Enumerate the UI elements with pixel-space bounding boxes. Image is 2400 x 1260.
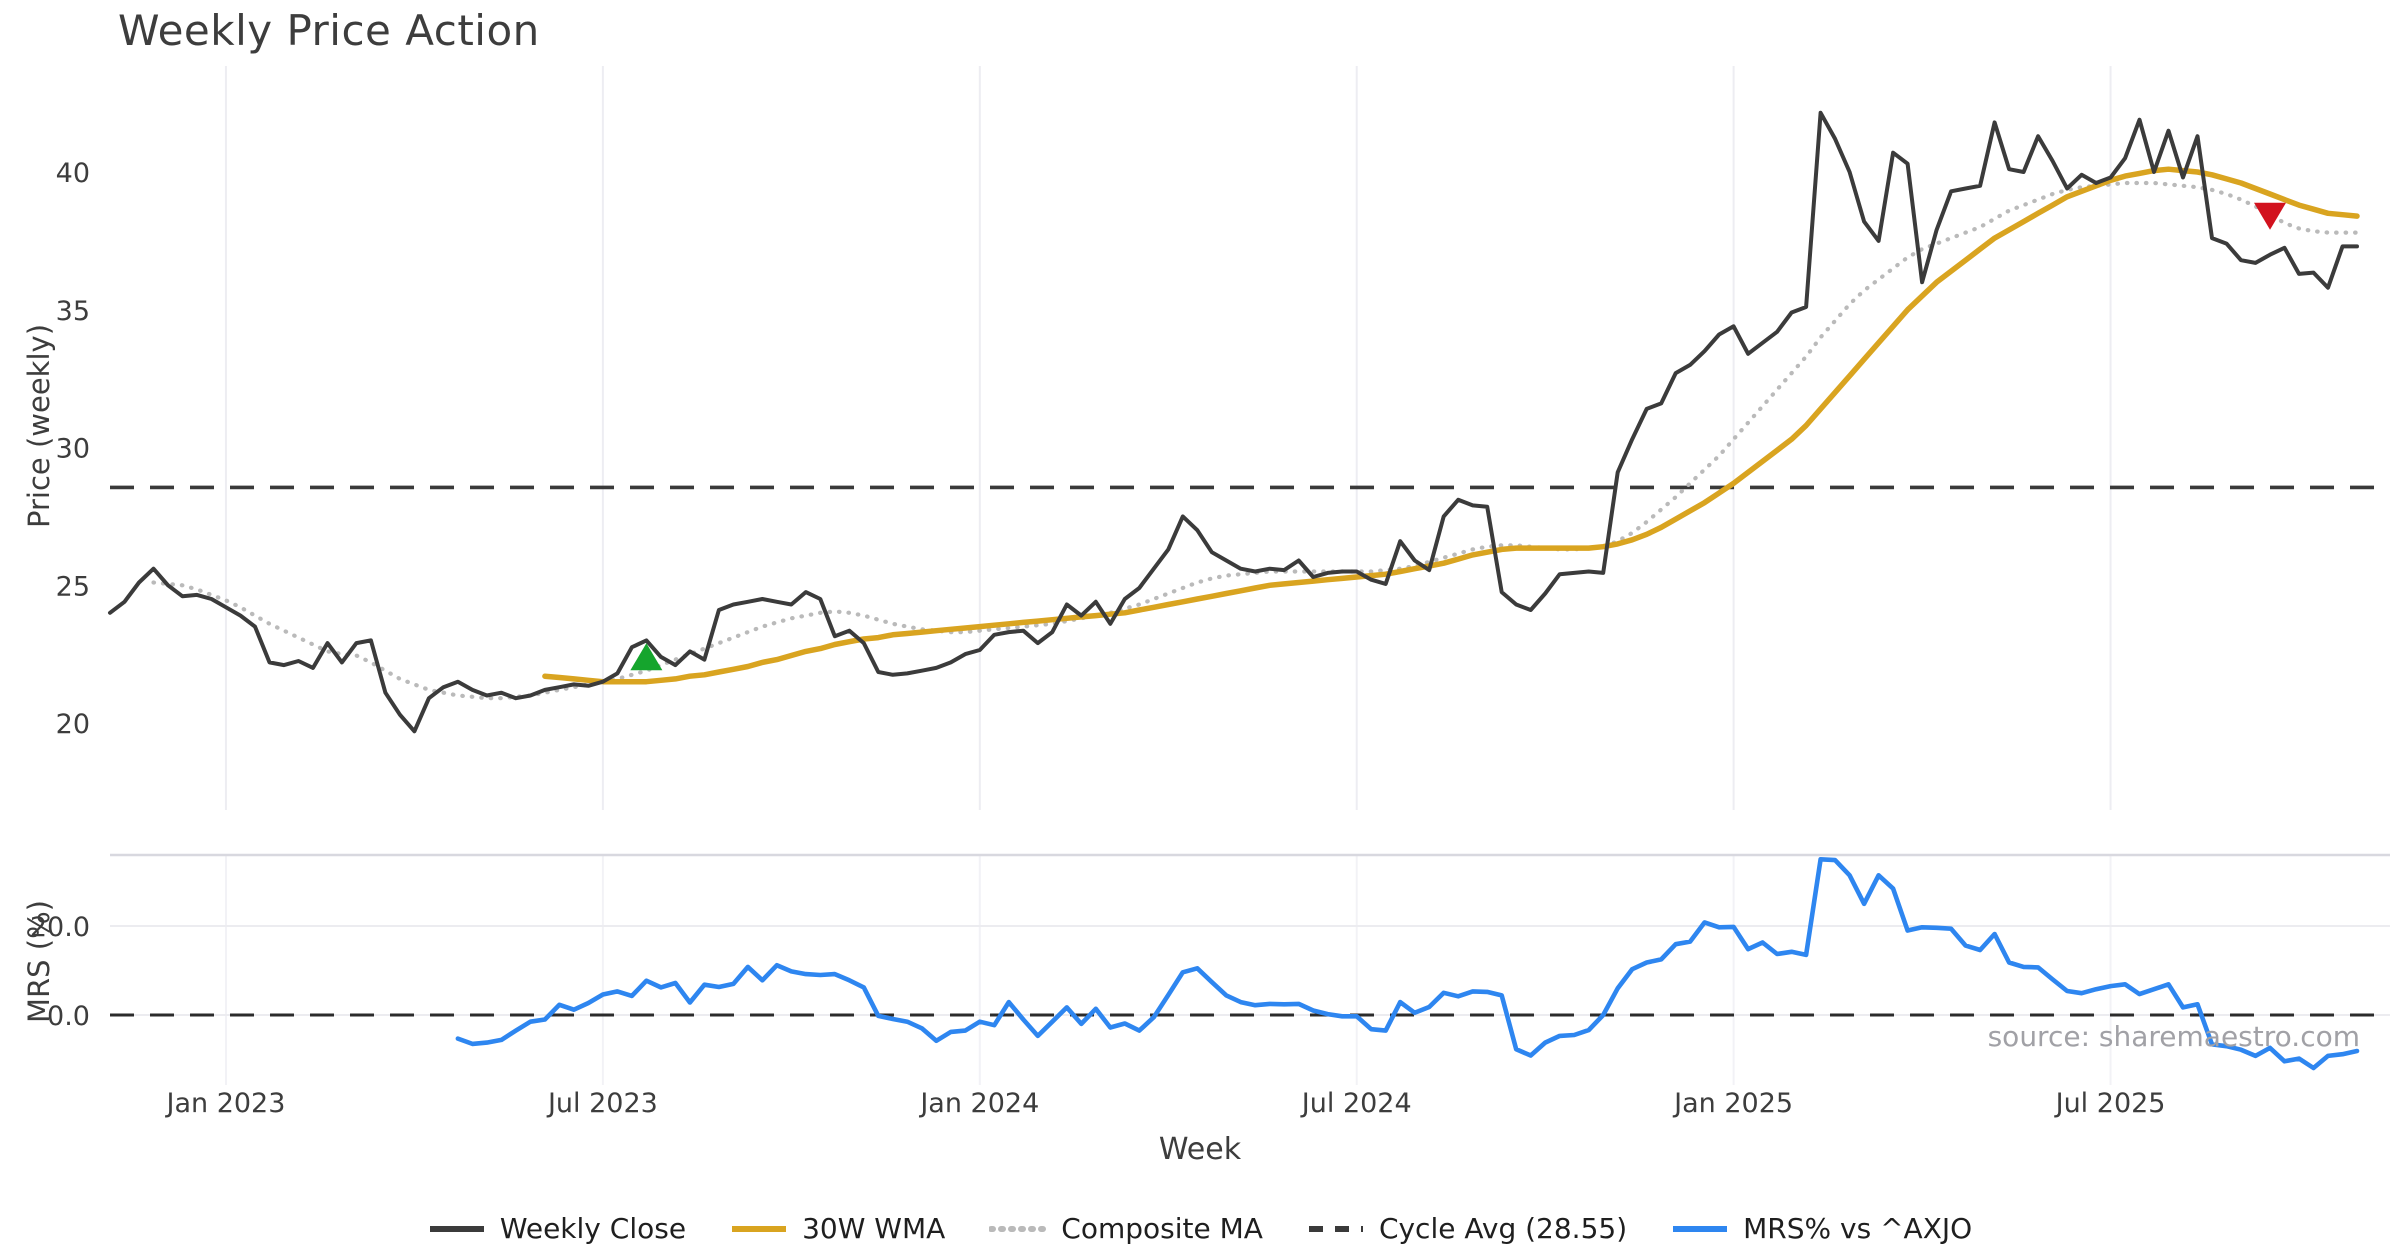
legend-item-composite-ma: Composite MA bbox=[989, 1212, 1263, 1245]
legend-label: Composite MA bbox=[1061, 1212, 1263, 1245]
composite-ma-line bbox=[151, 180, 2360, 701]
chart-legend: Weekly Close 30W WMA Composite MA Cycle Avg… bbox=[0, 1212, 2400, 1245]
legend-label: Weekly Close bbox=[499, 1212, 687, 1245]
legend-label: MRS% vs ^AXJO bbox=[1743, 1212, 1973, 1245]
price-axis-label: Price (weekly) bbox=[22, 323, 56, 528]
x-tick-label: Jan 2025 bbox=[1672, 1088, 1793, 1119]
x-tick-label: Jan 2023 bbox=[165, 1088, 286, 1119]
legend-label: 30W WMA bbox=[802, 1212, 946, 1245]
legend-swatch-dotted bbox=[989, 1225, 1048, 1232]
mrs-ytick-label: 20.0 bbox=[30, 912, 90, 943]
legend-item-weekly-close: Weekly Close bbox=[428, 1212, 686, 1245]
legend-label: Cycle Avg (28.55) bbox=[1378, 1212, 1628, 1245]
price-ytick-label: 35 bbox=[56, 296, 90, 327]
price-ytick-label: 20 bbox=[56, 709, 90, 740]
sell-signal-marker bbox=[2254, 202, 2287, 230]
price-ytick-label: 40 bbox=[56, 158, 90, 189]
legend-item-30w-wma: 30W WMA bbox=[730, 1212, 945, 1245]
source-watermark: source: sharemaestro.com bbox=[1987, 1020, 2360, 1053]
legend-item-mrs-vs-axjo: MRS% vs ^AXJO bbox=[1671, 1212, 1972, 1245]
legend-item-cycle-avg-28-55: Cycle Avg (28.55) bbox=[1307, 1212, 1627, 1245]
x-tick-label: Jul 2025 bbox=[2054, 1088, 2166, 1119]
legend-swatch-solid bbox=[429, 1225, 484, 1232]
legend-swatch-dashed bbox=[1308, 1225, 1363, 1232]
legend-swatch-solid bbox=[732, 1225, 787, 1232]
x-tick-label: Jul 2024 bbox=[1300, 1088, 1412, 1119]
price-ytick-label: 25 bbox=[56, 571, 90, 602]
mrs-line bbox=[455, 856, 2360, 1071]
x-tick-label: Jan 2024 bbox=[918, 1088, 1039, 1119]
mrs-axis-label: MRS (%) bbox=[22, 900, 56, 1023]
weekly-close-line bbox=[108, 110, 2359, 734]
legend-swatch-solid bbox=[1673, 1225, 1728, 1232]
mrs-ytick-label: 0.0 bbox=[47, 1001, 90, 1032]
chart-title: Weekly Price Action bbox=[118, 6, 540, 55]
buy-signal-marker bbox=[630, 643, 663, 671]
price-ytick-label: 30 bbox=[56, 434, 90, 465]
wma-30w-line bbox=[542, 166, 2360, 685]
x-axis-label: Week bbox=[1158, 1132, 1242, 1167]
x-tick-label: Jul 2023 bbox=[546, 1088, 658, 1119]
